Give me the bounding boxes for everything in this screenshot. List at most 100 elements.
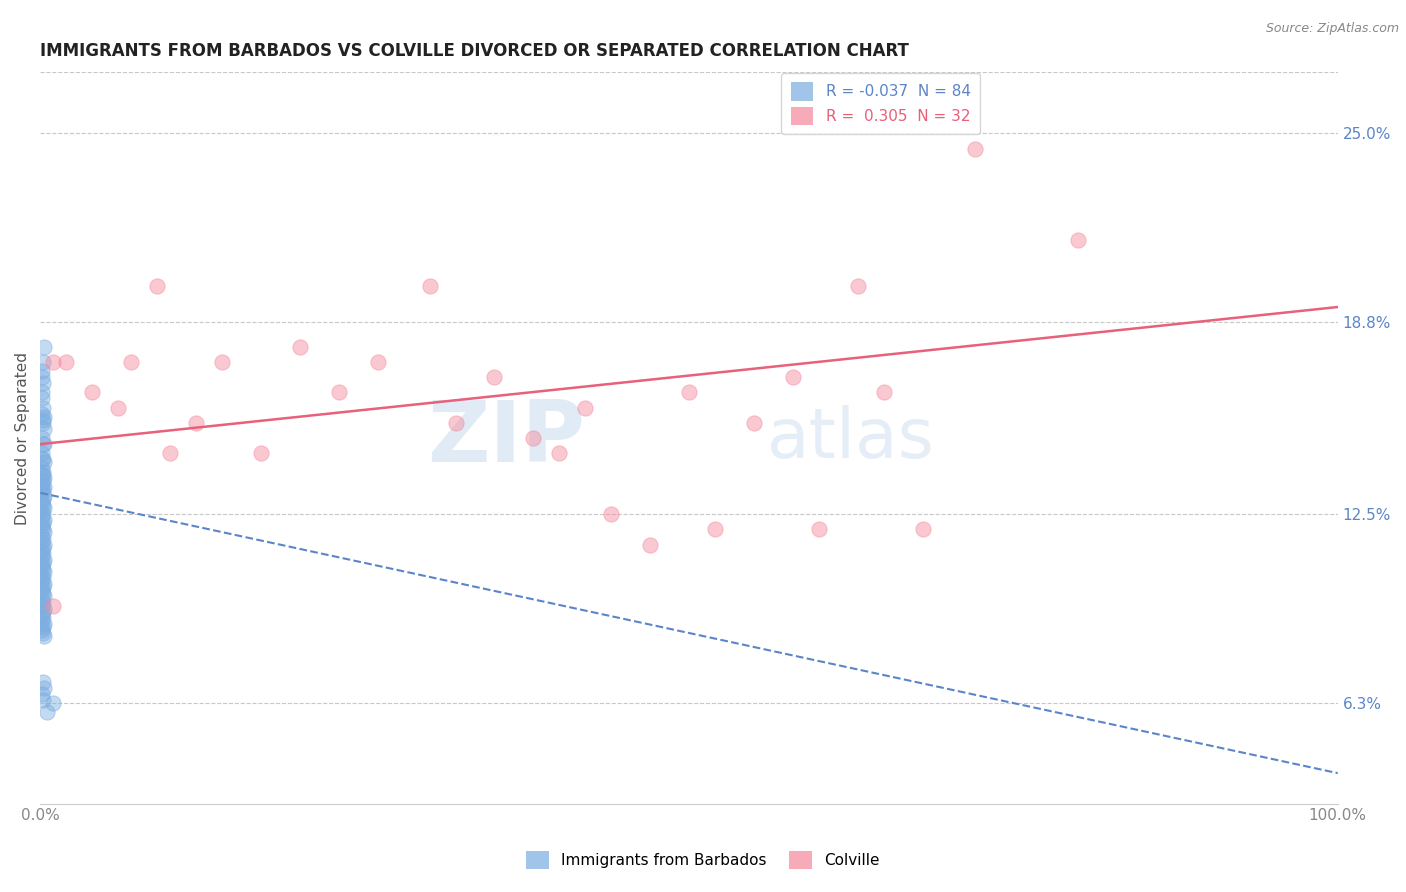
Point [600,507,623,521]
Point [704,523,727,537]
Point [32,376,55,391]
Point [31,549,53,564]
Point [522,431,544,445]
Point [32,355,55,369]
Point [31,461,53,475]
Point [32,626,55,640]
Point [31,495,53,509]
Point [31,467,53,482]
Text: ZIP: ZIP [427,397,585,480]
Point [873,385,896,400]
Point [32,580,55,594]
Point [120,355,142,369]
Point [32,674,55,689]
Point [34,513,56,527]
Point [32,401,55,415]
Point [963,142,986,156]
Point [82,385,104,400]
Point [211,355,233,369]
Point [31,528,53,542]
Point [32,474,55,488]
Text: IMMIGRANTS FROM BARBADOS VS COLVILLE DIVORCED OR SEPARATED CORRELATION CHART: IMMIGRANTS FROM BARBADOS VS COLVILLE DIV… [41,42,910,60]
Point [34,590,56,604]
Point [782,370,804,384]
Point [32,571,55,585]
Point [32,611,55,625]
Point [32,693,55,707]
Point [288,340,311,354]
Point [34,480,56,494]
Text: atlas: atlas [766,405,935,472]
Point [42,599,65,613]
Point [34,681,56,695]
Point [31,592,53,607]
Point [32,620,55,634]
Point [32,507,55,521]
Point [31,431,53,445]
Point [484,370,506,384]
Point [34,616,56,631]
Point [32,467,55,482]
Point [32,586,55,600]
Point [31,392,53,406]
Point [146,278,169,293]
Point [31,364,53,378]
Point [184,416,207,430]
Point [32,413,55,427]
Y-axis label: Divorced or Separated: Divorced or Separated [15,351,30,524]
Point [31,452,53,467]
Point [367,355,389,369]
Point [846,278,869,293]
Point [31,370,53,384]
Point [31,385,53,400]
Point [32,556,55,570]
Point [32,516,55,531]
Point [911,523,934,537]
Point [31,583,53,598]
Point [328,385,350,400]
Point [31,543,53,558]
Point [34,489,56,503]
Point [31,559,53,574]
Point [31,446,53,460]
Point [32,605,55,619]
Point [31,607,53,622]
Point [548,446,571,460]
Point [31,534,53,549]
Point [34,501,56,516]
Point [32,498,55,512]
Legend: R = -0.037  N = 84, R =  0.305  N = 32: R = -0.037 N = 84, R = 0.305 N = 32 [782,73,980,135]
Point [31,510,53,524]
Point [807,523,830,537]
Point [32,595,55,609]
Point [678,385,700,400]
Point [34,525,56,540]
Point [34,455,56,469]
Legend: Immigrants from Barbados, Colville: Immigrants from Barbados, Colville [520,845,886,875]
Point [159,446,181,460]
Point [31,519,53,533]
Point [31,504,53,518]
Point [34,470,56,484]
Point [444,416,467,430]
Point [32,491,55,506]
Text: Source: ZipAtlas.com: Source: ZipAtlas.com [1265,22,1399,36]
Point [31,486,53,500]
Point [574,401,596,415]
Point [742,416,765,430]
Point [34,601,56,615]
Point [32,437,55,451]
Point [31,687,53,701]
Point [31,574,53,589]
Point [32,523,55,537]
Point [32,452,55,467]
Point [55,355,77,369]
Point [31,623,53,637]
Point [34,409,56,424]
Point [32,532,55,546]
Point [32,416,55,430]
Point [31,476,53,491]
Point [34,565,56,579]
Point [31,614,53,628]
Point [42,355,65,369]
